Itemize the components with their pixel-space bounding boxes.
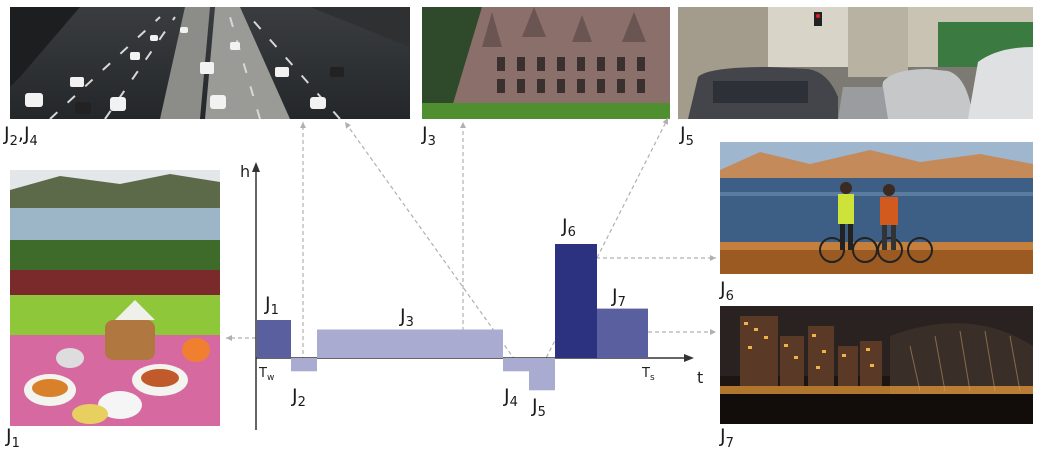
arrow-head-icon (710, 329, 716, 335)
lake-photo-label: J6 (720, 278, 734, 304)
picnic-photo-label: J1 (6, 425, 20, 451)
picnic-photo (10, 170, 220, 426)
arrow-head-icon (345, 122, 351, 129)
job-label-j2: J2 (291, 385, 306, 410)
job-label-j4: J4 (503, 385, 518, 410)
job-label-j3: J3 (399, 305, 414, 330)
job-label-j7: J7 (611, 285, 626, 310)
arrow-head-icon (300, 122, 306, 128)
y-axis-arrow-icon (252, 162, 260, 172)
lake-cyclists-photo-icon (720, 142, 1033, 274)
highway-traffic-photo-icon (10, 7, 410, 119)
x-axis-arrow-icon (684, 354, 694, 362)
job-label-j1: J1 (264, 293, 279, 318)
arrow-head-icon (662, 118, 668, 125)
job-bar-j7 (597, 308, 648, 358)
job-bar-j1 (257, 320, 291, 358)
lakeside-picnic-photo-icon (10, 170, 220, 426)
highway-photo (10, 7, 410, 119)
tick-start-label: Tw (258, 366, 274, 383)
dashed-link-lines (226, 117, 716, 371)
city-night-photo (720, 306, 1033, 424)
job-bar-j2 (291, 358, 317, 372)
arrow-head-icon (460, 122, 466, 128)
job-bar-j4 (503, 358, 529, 372)
city-photo-label: J7 (720, 425, 734, 451)
dashed-line-j5-to-street (539, 117, 669, 371)
job-labels: J1 J2 J3 J4 J5 J6 J7 (264, 215, 626, 420)
y-axis-label: h (240, 162, 250, 181)
street-photo (678, 7, 1033, 119)
tick-end-label: Ts (641, 366, 655, 383)
castle-building-photo-icon (422, 7, 670, 119)
street-photo-label: J5 (680, 123, 694, 149)
job-label-j5: J5 (531, 395, 546, 420)
job-bar-j5 (529, 358, 555, 391)
city-night-photo-icon (720, 306, 1033, 424)
arrow-head-icon (710, 255, 716, 261)
job-label-j6: J6 (561, 215, 576, 240)
castle-photo-label: J3 (422, 123, 436, 149)
castle-photo (422, 7, 670, 119)
x-axis-label: t (697, 368, 703, 387)
job-bars (257, 244, 648, 391)
arrow-head-icon (226, 335, 232, 341)
dashed-line-j4-to-highway (344, 121, 516, 361)
highway-photo-label: J2,J4 (4, 123, 38, 149)
lake-cyclists-photo (720, 142, 1033, 274)
street-traffic-photo-icon (678, 7, 1033, 119)
job-bar-j3 (317, 329, 503, 358)
job-bar-j6 (555, 244, 597, 358)
